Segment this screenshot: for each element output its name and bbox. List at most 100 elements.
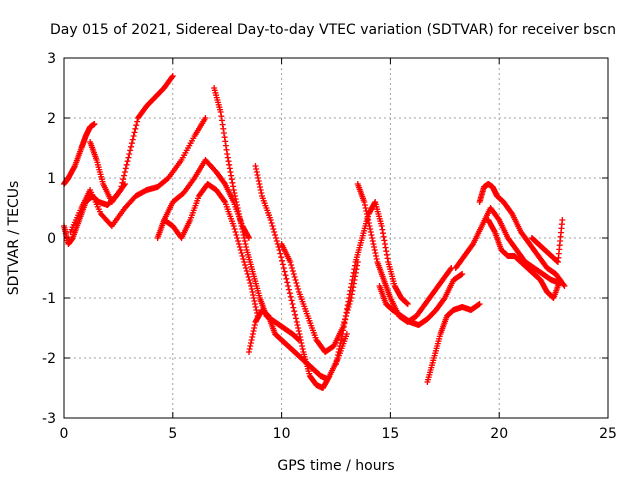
data-point [292, 315, 299, 322]
data-point [364, 214, 371, 220]
data-point [247, 340, 254, 346]
data-point [273, 238, 280, 244]
data-point [559, 217, 566, 223]
data-point [71, 164, 78, 171]
data-point [295, 325, 302, 331]
data-point [241, 259, 248, 265]
data-point [224, 151, 231, 157]
data-point [254, 172, 261, 178]
data-point [348, 280, 355, 287]
data-point [123, 161, 130, 168]
data-point [231, 190, 238, 196]
plot-frame [63, 57, 609, 419]
data-point [243, 268, 250, 274]
y-axis-label: SDTVAR / TECUs [6, 181, 22, 296]
data-point [131, 129, 138, 136]
data-point [333, 361, 339, 367]
data-point [271, 229, 278, 235]
data-point [126, 151, 133, 157]
data-point [369, 235, 376, 241]
data-point [232, 196, 239, 202]
data-point [240, 256, 247, 262]
data-point [367, 229, 374, 235]
x-axis-label: GPS time / hours [277, 458, 394, 474]
data-point [269, 223, 276, 229]
x-tick-label: 20 [490, 426, 508, 442]
data-point [231, 226, 238, 232]
data-point [218, 113, 225, 120]
data-point [346, 295, 353, 301]
data-point [336, 343, 343, 349]
data-point [341, 320, 348, 327]
data-point [292, 277, 299, 283]
data-point [236, 244, 243, 250]
data-point [280, 265, 287, 271]
y-tick-label: 2 [47, 111, 56, 127]
y-tick-label: -2 [42, 351, 56, 367]
data-point [334, 355, 341, 361]
data-point [239, 229, 246, 235]
data-point [293, 319, 300, 325]
data-point [279, 261, 286, 268]
data-point [233, 202, 240, 208]
data-point [243, 244, 250, 250]
data-point [383, 251, 390, 258]
data-point [361, 199, 368, 205]
data-point [447, 266, 454, 273]
data-point [370, 241, 377, 247]
data-point [232, 229, 239, 235]
data-point [251, 325, 258, 331]
data-point [129, 136, 136, 143]
data-point [250, 295, 257, 301]
data-point [335, 349, 342, 355]
data-point [246, 346, 253, 352]
data-point [362, 205, 369, 211]
data-point [242, 241, 249, 247]
data-point [120, 176, 127, 183]
data-point [237, 220, 244, 226]
data-point [169, 73, 176, 79]
data-point [248, 286, 255, 292]
data-point [242, 262, 249, 268]
data-point [380, 233, 387, 240]
data-point [295, 286, 302, 292]
data-point [286, 290, 293, 297]
data-point [282, 272, 289, 279]
data-point [292, 311, 299, 318]
data-point [245, 349, 252, 355]
data-point [117, 187, 124, 193]
x-tick-label: 0 [60, 426, 69, 442]
data-point [251, 298, 258, 304]
data-point [257, 187, 264, 193]
data-point [380, 230, 387, 237]
data-point [240, 232, 247, 238]
series-arc-a [61, 121, 98, 187]
data-point [249, 334, 256, 340]
data-point [222, 142, 229, 149]
data-point [228, 176, 235, 183]
data-point [253, 166, 260, 172]
data-point [349, 277, 356, 283]
x-tick-label: 15 [381, 426, 399, 442]
data-point [252, 304, 259, 310]
data-point [121, 169, 128, 175]
data-point [242, 265, 249, 271]
data-point [124, 158, 131, 165]
y-tick-label: -1 [42, 291, 56, 307]
data-point [248, 337, 255, 343]
data-point [235, 211, 242, 217]
data-point [236, 214, 243, 220]
data-point [288, 297, 295, 304]
data-point [116, 188, 123, 195]
data-point [345, 298, 352, 305]
data-point [372, 250, 379, 256]
data-point [373, 256, 380, 262]
data-point [361, 202, 368, 208]
data-point [118, 183, 125, 190]
y-tick-label: 0 [47, 231, 56, 247]
data-point [371, 247, 378, 253]
data-point [246, 277, 253, 283]
data-point [289, 301, 296, 307]
data-point [133, 122, 140, 129]
